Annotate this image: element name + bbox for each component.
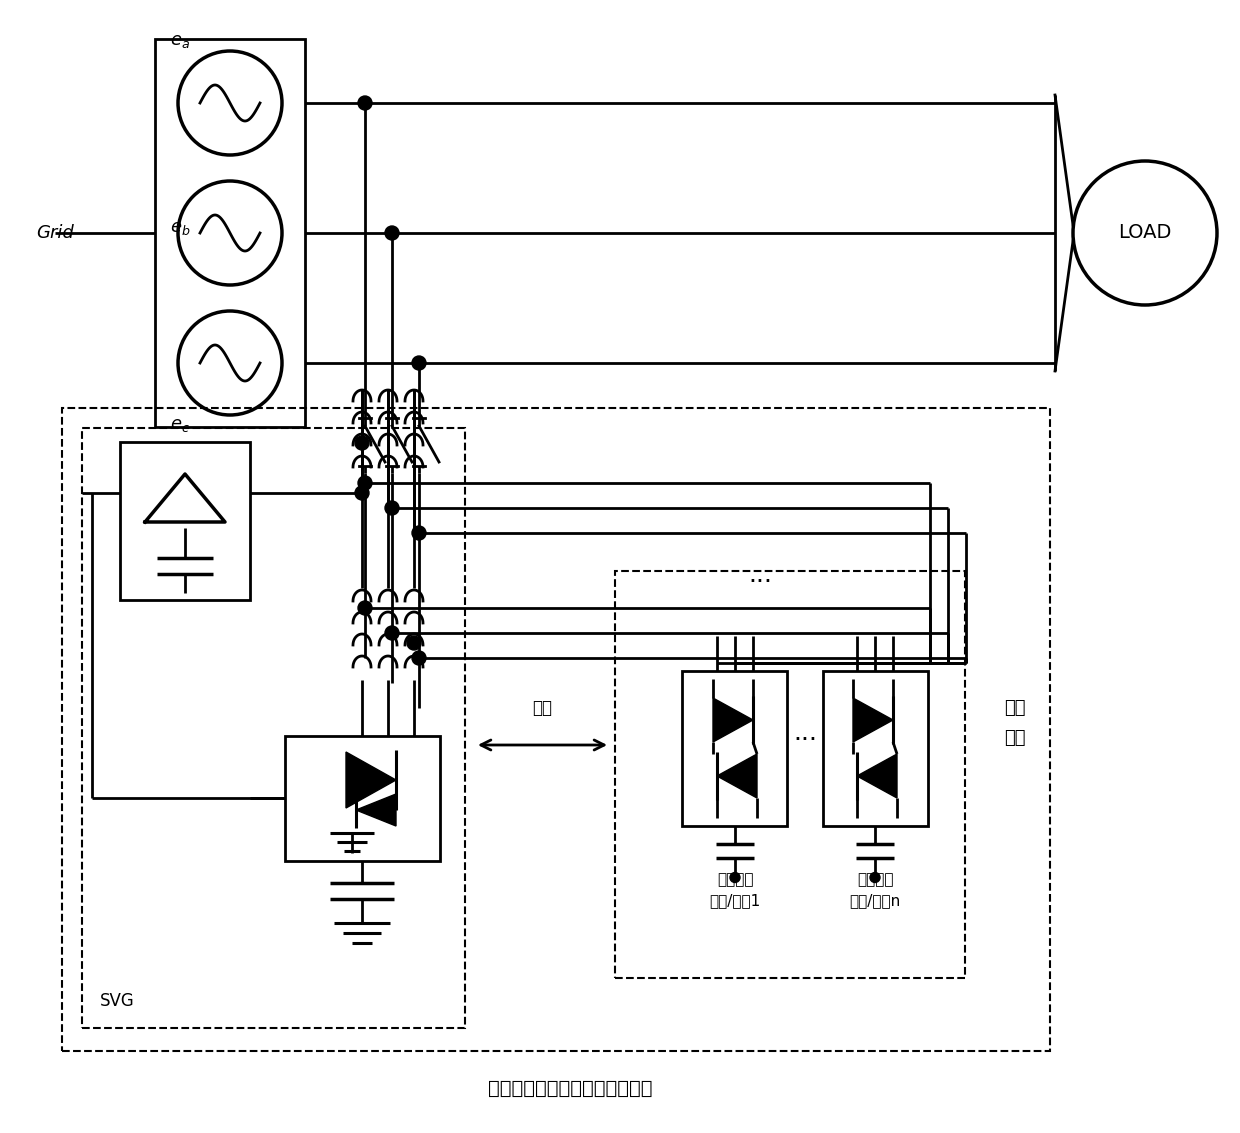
Bar — [62, 408, 1050, 1051]
Circle shape — [384, 225, 399, 240]
Text: SVG: SVG — [100, 993, 135, 1010]
Polygon shape — [713, 698, 753, 742]
Circle shape — [384, 501, 399, 516]
Polygon shape — [853, 698, 893, 742]
Bar — [682, 671, 787, 826]
Polygon shape — [356, 794, 396, 826]
Circle shape — [412, 356, 427, 370]
Circle shape — [412, 651, 427, 665]
Circle shape — [355, 486, 370, 500]
Bar — [82, 428, 465, 1028]
Bar — [155, 39, 305, 427]
Bar — [822, 671, 928, 826]
Bar — [615, 571, 965, 978]
Circle shape — [355, 436, 370, 450]
Text: 低压变台区的智能综合配电装置: 低压变台区的智能综合配电装置 — [487, 1079, 652, 1098]
Text: $e_a$: $e_a$ — [170, 32, 190, 50]
Text: $e_c$: $e_c$ — [170, 416, 190, 434]
Circle shape — [358, 600, 372, 615]
Circle shape — [384, 627, 399, 640]
Circle shape — [358, 476, 372, 489]
Text: 通讯: 通讯 — [532, 699, 553, 717]
Circle shape — [407, 636, 422, 650]
Text: 智能电容
共补/分补1: 智能电容 共补/分补1 — [709, 872, 760, 908]
Polygon shape — [857, 753, 897, 798]
Bar — [120, 442, 250, 600]
Text: Grid: Grid — [36, 224, 74, 242]
Circle shape — [730, 872, 740, 883]
Polygon shape — [717, 753, 756, 798]
FancyArrowPatch shape — [481, 740, 604, 750]
Circle shape — [412, 526, 427, 540]
Text: 智能电容
共补/分补n: 智能电容 共补/分补n — [849, 872, 900, 908]
Text: ...: ... — [794, 721, 817, 746]
Circle shape — [358, 96, 372, 110]
Text: ...: ... — [748, 563, 773, 587]
Text: $e_b$: $e_b$ — [170, 219, 190, 237]
Text: 智能
电容: 智能 电容 — [1004, 699, 1025, 747]
Bar — [284, 735, 439, 860]
Polygon shape — [346, 752, 396, 808]
Circle shape — [870, 872, 880, 883]
Text: LOAD: LOAD — [1118, 223, 1172, 242]
